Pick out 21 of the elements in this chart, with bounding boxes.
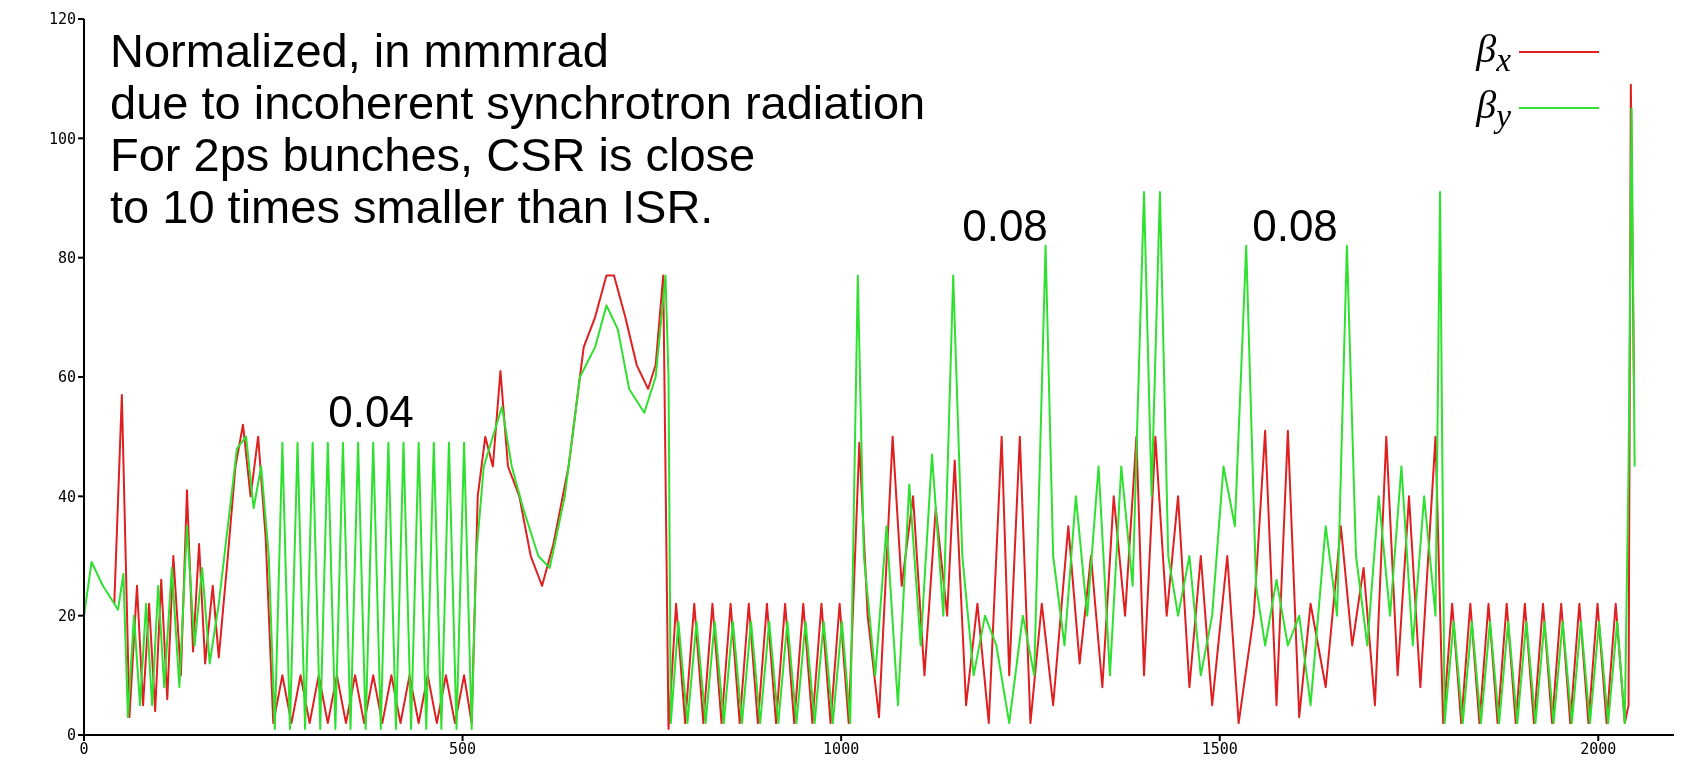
annotation: Normalized, in mmmrad xyxy=(110,24,610,77)
x-tick-label: 1500 xyxy=(1201,739,1238,758)
annotation: 0.04 xyxy=(328,387,414,437)
annotation: to 10 times smaller than ISR. xyxy=(110,180,715,233)
y-tick-label: 20 xyxy=(57,606,76,625)
annotation: due to incoherent synchrotron radiation xyxy=(110,76,926,129)
y-tick-label: 120 xyxy=(48,10,76,29)
y-tick-label: 40 xyxy=(57,487,76,506)
y-tick-label: 80 xyxy=(57,248,76,267)
y-tick-label: 0 xyxy=(66,726,76,745)
x-tick-label: 500 xyxy=(449,739,477,758)
x-tick-label: 2000 xyxy=(1580,739,1617,758)
x-tick-label: 1000 xyxy=(823,739,860,758)
legend-label: β$_{y}$ xyxy=(1476,81,1511,135)
x-tick-label: 0 xyxy=(79,739,89,758)
annotation: 0.08 xyxy=(962,201,1048,251)
annotation: For 2ps bunches, CSR is close xyxy=(110,128,757,181)
annotation: 0.08 xyxy=(1252,201,1338,251)
legend-label: β$_{x}$ xyxy=(1476,25,1511,79)
y-tick-label: 60 xyxy=(57,368,76,387)
y-tick-label: 100 xyxy=(48,129,76,148)
